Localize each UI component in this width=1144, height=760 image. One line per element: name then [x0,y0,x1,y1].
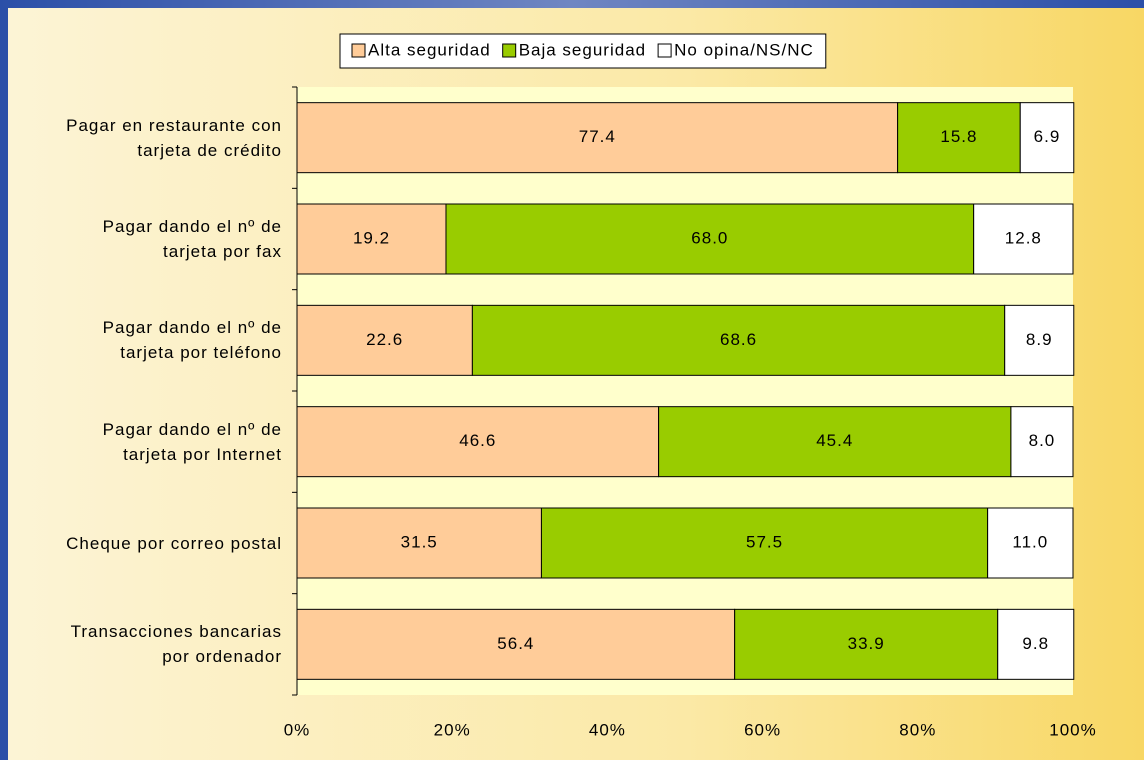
data-label: 57.5 [746,532,783,551]
bar-segment [987,507,1074,579]
legend-swatch [502,43,517,58]
legend-swatch [657,43,672,58]
legend-label: Alta seguridad [368,40,491,59]
legend-label: No opina/NS/NC [674,40,814,59]
legend-swatch [351,43,366,58]
bar-segment [997,608,1075,680]
bar-segment [658,406,1012,478]
data-label: 68.0 [691,228,728,247]
bar-segment [296,406,660,478]
data-label: 9.8 [1022,634,1049,653]
data-label: 45.4 [816,431,853,450]
legend-label: Baja seguridad [519,40,646,59]
data-label: 33.9 [848,634,885,653]
data-label: 15.8 [940,127,977,146]
category-label: Pagar en restaurante con tarjeta de créd… [66,115,282,160]
bar-segment [296,507,542,579]
x-tick-label: 0% [284,720,311,739]
data-label: 19.2 [353,228,390,247]
x-tick-label: 80% [899,720,936,739]
x-tick-label: 40% [589,720,626,739]
bar-segment [296,608,736,680]
data-label: 8.9 [1026,330,1053,349]
x-tick-label: 60% [744,720,781,739]
plot-area [297,87,1073,695]
bar-segment [897,102,1021,174]
data-label: 31.5 [401,532,438,551]
bar-segment [973,203,1074,275]
x-tick-label: 100% [1049,720,1096,739]
bar-segment [296,304,473,376]
data-label: 68.6 [720,330,757,349]
bar-segment [734,608,999,680]
data-label: 77.4 [579,127,616,146]
frame [0,0,1144,8]
bar-segment [445,203,975,275]
frame [0,0,8,760]
bar-segment [1010,406,1074,478]
bar-segment [1004,304,1075,376]
bar-segment [471,304,1006,376]
category-label: Pagar dando el nº de tarjeta por teléfon… [102,318,282,363]
data-label: 22.6 [366,330,403,349]
category-label: Pagar dando el nº de tarjeta por Interne… [102,419,282,464]
data-label: 11.0 [1012,532,1048,551]
data-label: 56.4 [497,634,534,653]
x-tick-label: 20% [434,720,471,739]
data-label: 6.9 [1034,127,1061,146]
legend-box [339,33,827,69]
bar-segment [296,203,447,275]
bar-segment [1019,102,1075,174]
bar-segment [296,102,899,174]
data-label: 8.0 [1029,431,1056,450]
data-label: 46.6 [459,431,496,450]
data-label: 12.8 [1005,228,1042,247]
category-label: Pagar dando el nº de tarjeta por fax [102,217,282,261]
category-label: Transacciones bancarias por ordenador [70,622,282,667]
category-label: Cheque por correo postal [66,533,282,553]
